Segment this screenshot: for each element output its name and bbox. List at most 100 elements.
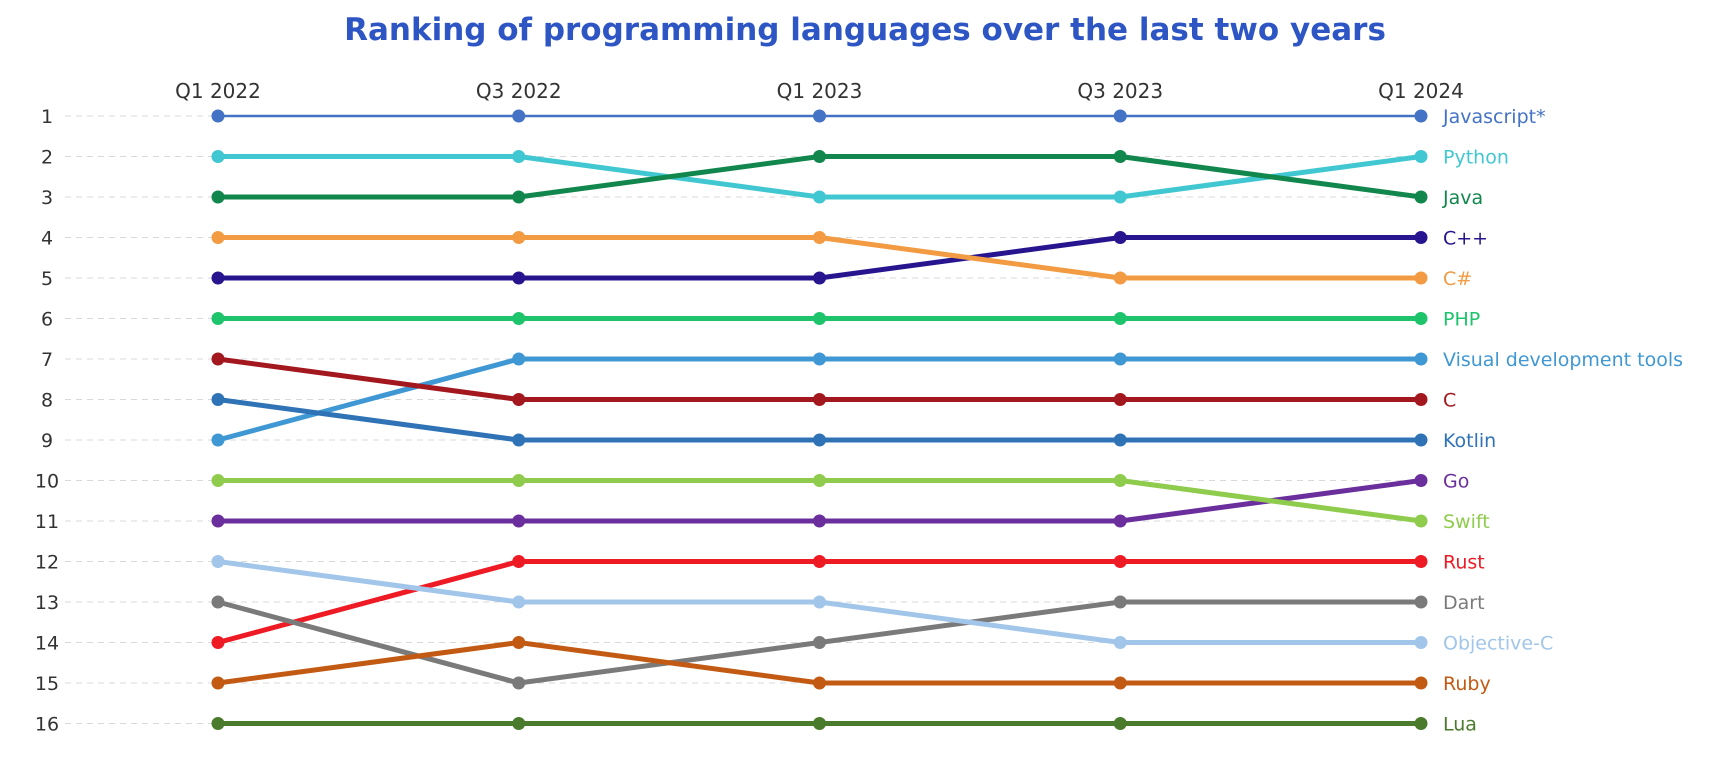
series-label: Go [1443,471,1469,493]
data-point [512,271,526,285]
data-point [211,717,225,730]
data-point [813,474,826,487]
y-tick-label: 7 [41,349,53,371]
data-point [1113,555,1127,568]
x-tick-label: Q1 2022 [175,79,261,103]
data-point [813,433,826,447]
series-label: C++ [1443,228,1488,250]
series-label: Python [1443,147,1509,169]
data-point [1414,514,1428,528]
data-point [813,514,826,528]
data-point [1113,514,1127,528]
data-point [512,595,526,609]
data-point [1113,717,1127,730]
series-label: Java [1442,187,1483,209]
data-point [211,150,225,163]
data-point [1414,312,1428,325]
data-point [211,231,225,244]
series-label: Javascript* [1442,106,1546,128]
data-point [1113,271,1127,285]
data-point [512,231,526,244]
series-label: PHP [1443,309,1480,331]
data-point [813,555,826,568]
x-tick-label: Q3 2022 [476,79,562,103]
x-tick-label: Q1 2024 [1378,79,1464,103]
data-point [813,231,826,244]
series-label: Kotlin [1443,430,1496,452]
x-tick-label: Q1 2023 [777,79,863,103]
data-point [1414,231,1428,244]
y-tick-label: 12 [35,552,59,574]
data-point [512,150,526,163]
data-point [211,190,225,204]
data-point [1414,636,1428,649]
data-point [1414,595,1428,609]
data-point [512,352,526,366]
data-point [1113,150,1127,163]
data-point [813,312,826,325]
data-point [1414,555,1428,568]
data-point [512,514,526,528]
series-label: Visual development tools [1443,349,1683,371]
data-point [1113,595,1127,609]
data-point [1113,676,1127,690]
data-point [1414,676,1428,690]
series-label: Dart [1443,592,1485,614]
data-point [1414,433,1428,447]
data-point [211,352,225,366]
data-point [211,636,225,649]
series-label: Lua [1443,714,1477,736]
data-point [512,190,526,204]
y-tick-label: 11 [35,511,59,533]
data-point [813,636,826,649]
y-tick-label: 4 [41,228,53,250]
series-label: Swift [1443,511,1490,533]
y-tick-label: 3 [41,187,53,209]
data-point [813,109,826,123]
data-point [211,271,225,285]
x-tick-label: Q3 2023 [1077,79,1163,103]
data-point [1414,190,1428,204]
chart-title: Ranking of programming languages over th… [344,12,1386,48]
data-point [211,595,225,609]
y-tick-label: 9 [41,430,53,452]
data-point [1113,231,1127,244]
data-point [512,717,526,730]
data-point [1113,312,1127,325]
data-point [1113,636,1127,649]
y-tick-label: 1 [41,106,53,128]
y-tick-label: 2 [41,147,53,169]
series-label: Rust [1443,552,1485,574]
data-point [1414,352,1428,366]
data-point [512,636,526,649]
data-point [1414,393,1428,406]
data-point [512,312,526,325]
data-point [1113,109,1127,123]
y-tick-label: 13 [35,592,59,614]
y-tick-label: 14 [35,633,59,655]
data-point [1414,271,1428,285]
series-label: C# [1443,268,1472,290]
series-label: C [1443,390,1456,412]
data-point [211,474,225,487]
y-tick-label: 15 [35,673,59,695]
data-point [1113,190,1127,204]
data-point [211,312,225,325]
data-point [1414,474,1428,487]
data-point [211,514,225,528]
data-point [1414,717,1428,730]
data-point [1113,474,1127,487]
data-point [813,150,826,163]
data-point [813,717,826,730]
y-tick-label: 6 [41,309,53,331]
data-point [1113,393,1127,406]
series-label: Objective-C [1443,633,1553,655]
data-point [512,676,526,690]
data-point [1113,352,1127,366]
y-tick-label: 8 [41,390,53,412]
data-point [813,190,826,204]
data-point [211,676,225,690]
data-point [211,393,225,406]
data-point [512,474,526,487]
